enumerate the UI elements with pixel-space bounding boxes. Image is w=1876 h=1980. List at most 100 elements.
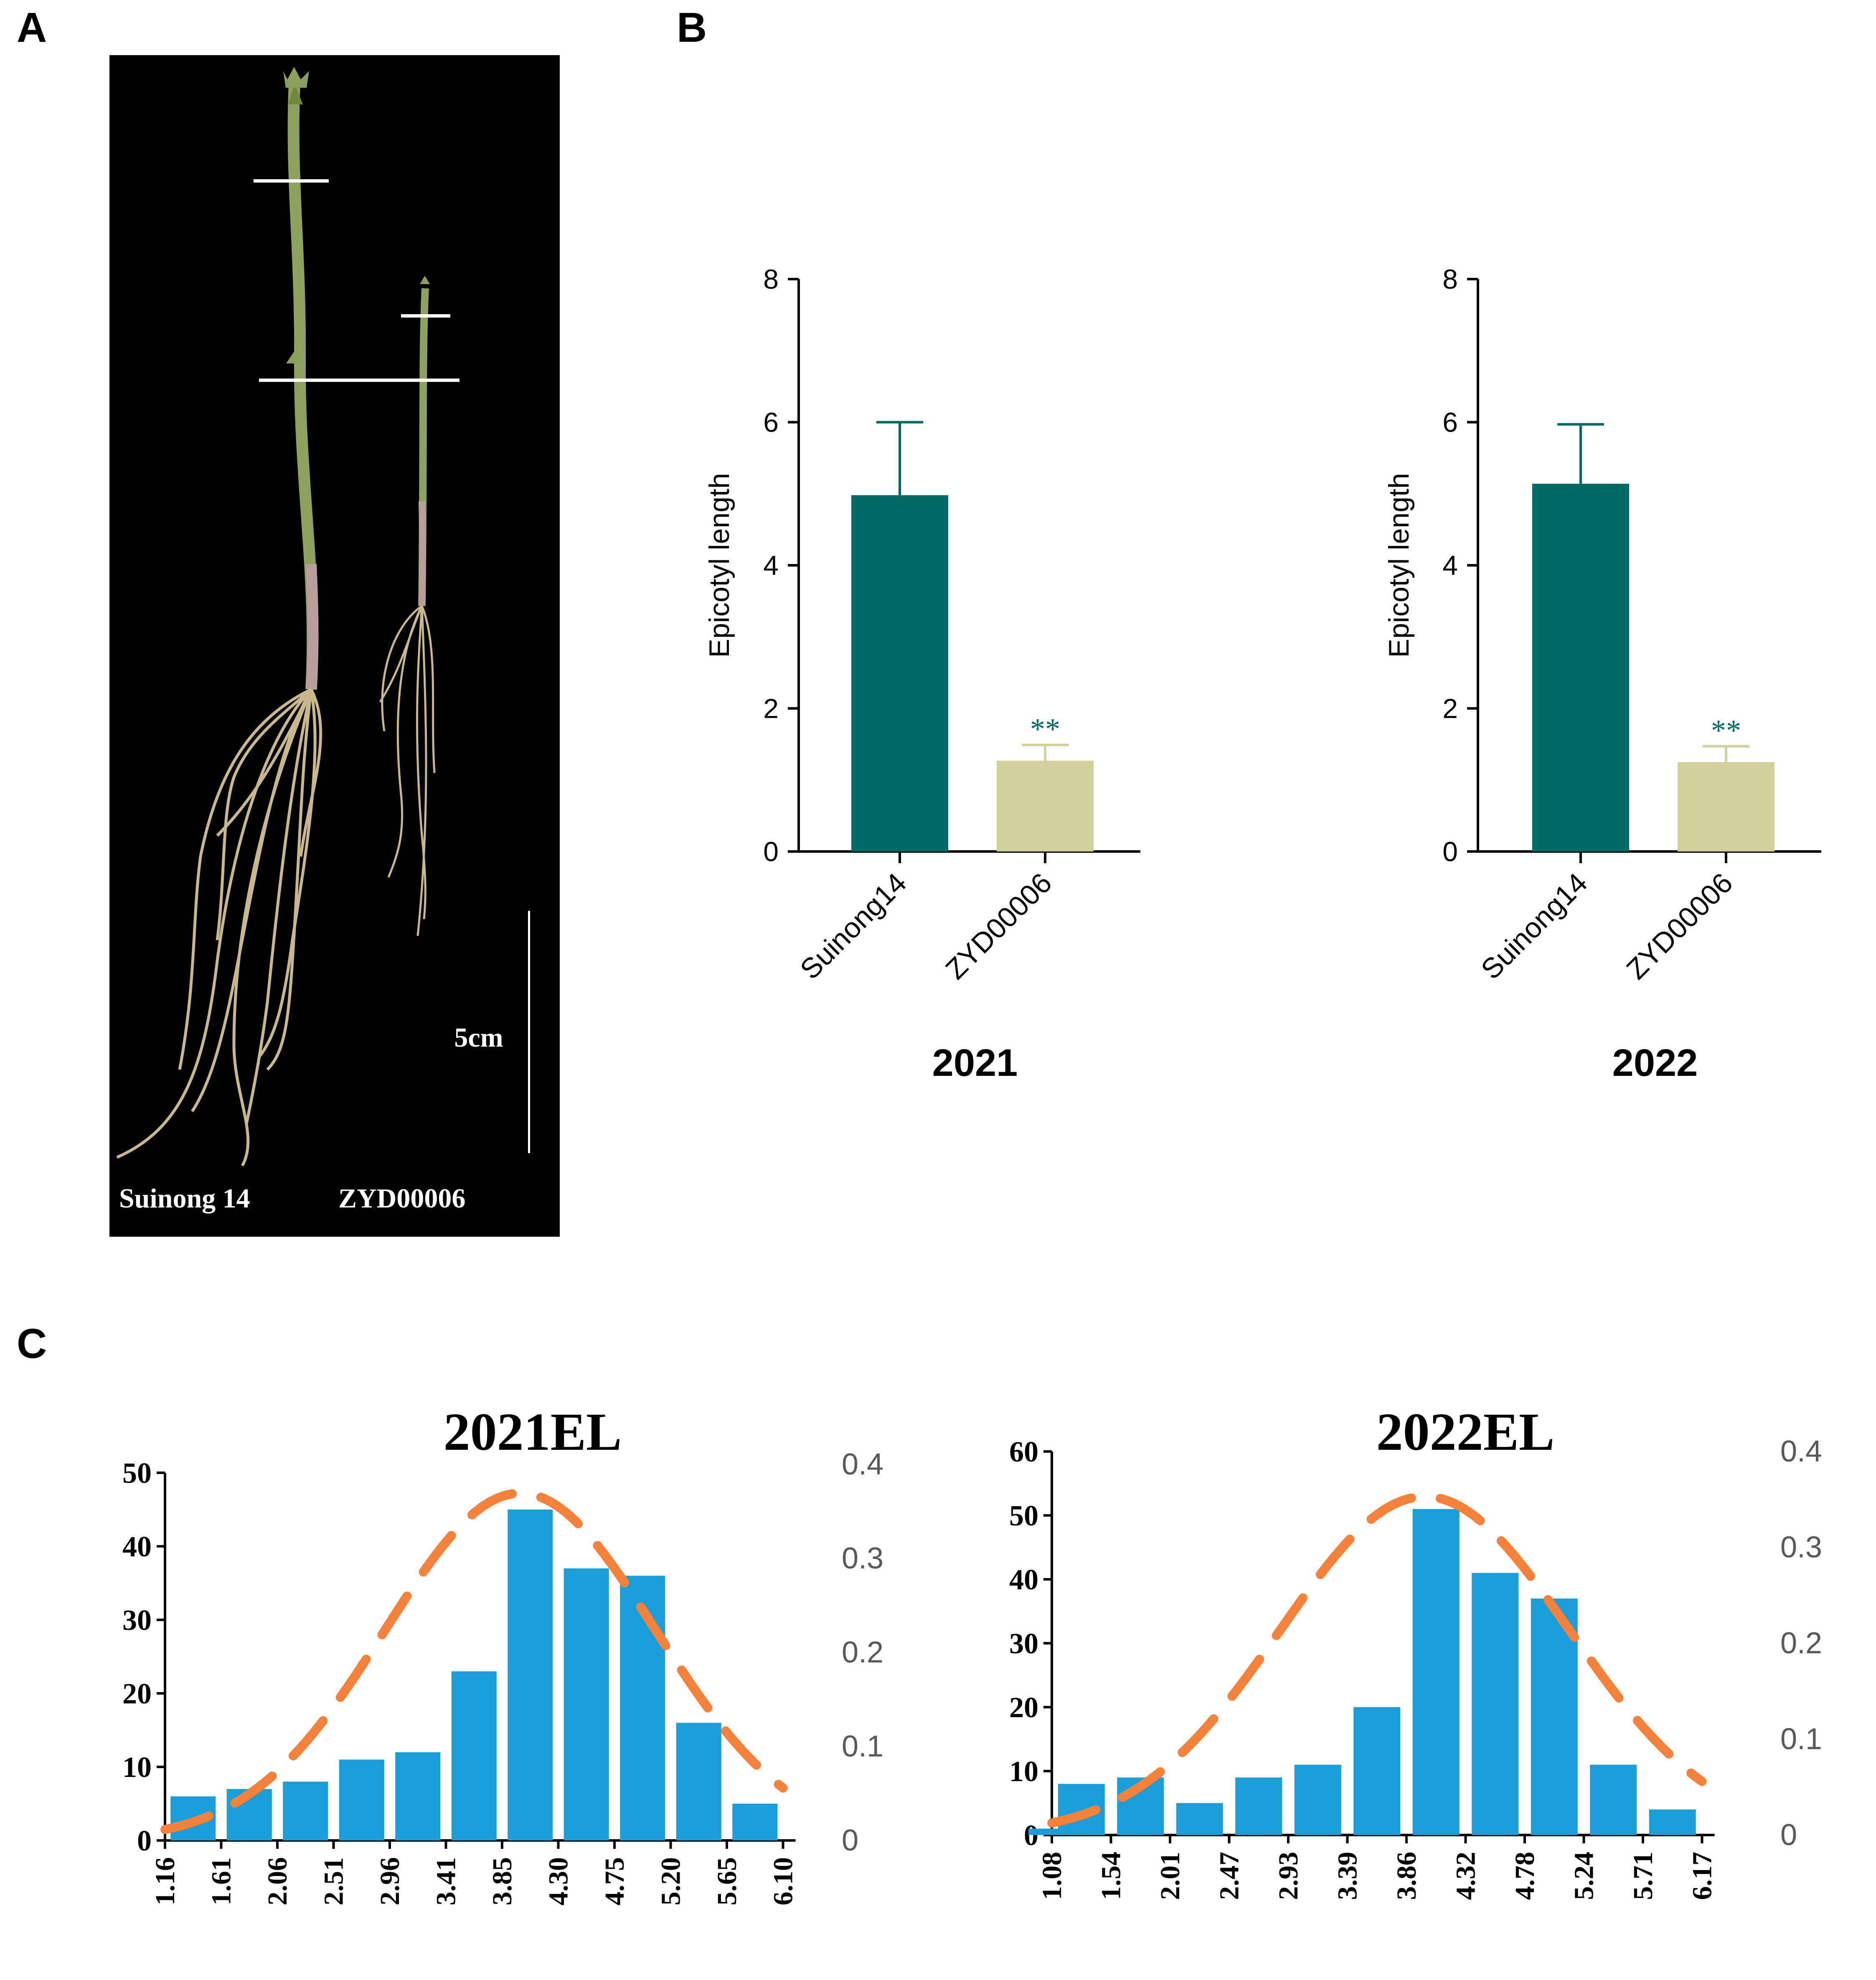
- y-tick-label: 0: [1024, 1820, 1038, 1852]
- seedling-photo: 5cm Suinong 14 ZYD00006: [109, 55, 560, 1237]
- y2-tick-label: 0: [842, 1824, 858, 1857]
- histogram-bar: [1294, 1764, 1341, 1835]
- x-tick-label: 6.10: [768, 1857, 799, 1906]
- histogram-bar: [283, 1782, 328, 1840]
- y-tick-label: 6: [763, 407, 779, 438]
- seedling-suinong14: [116, 67, 322, 1167]
- x-tick-label: 2.93: [1273, 1852, 1304, 1900]
- normal-distribution-curve: [1047, 1492, 1707, 1828]
- y-tick-label: 6: [1442, 407, 1458, 438]
- y2-tick-label: 0: [1780, 1818, 1797, 1852]
- histogram-bar: [1590, 1764, 1637, 1835]
- measure-line-top-left: [254, 179, 329, 183]
- y2-tick-label: 0.4: [842, 1448, 883, 1481]
- photo-label-zyd00006: ZYD00006: [338, 1183, 465, 1214]
- histogram-bar: [451, 1671, 497, 1840]
- histogram-bar: [732, 1804, 778, 1840]
- year-label: 2021: [932, 1042, 1018, 1084]
- x-tick-label: 6.17: [1687, 1852, 1718, 1900]
- y2-tick-label: 0.3: [842, 1542, 883, 1575]
- x-tick-label: 5.20: [656, 1857, 686, 1906]
- year-label: 2022: [1612, 1042, 1698, 1084]
- x-tick-label: 3.41: [431, 1857, 462, 1906]
- x-tick-label: 2.51: [319, 1857, 349, 1906]
- y-tick-label: 4: [763, 550, 779, 581]
- y-tick-label: 40: [1009, 1564, 1038, 1596]
- x-tick-label: 1.08: [1037, 1852, 1067, 1900]
- y-tick-label: 2: [1442, 693, 1458, 724]
- y-tick-label: 4: [1442, 550, 1458, 581]
- x-tick-label: 4.75: [599, 1857, 630, 1906]
- histogram-bar: [339, 1759, 384, 1840]
- x-tick-label: 1.61: [206, 1857, 237, 1906]
- photo-label-suinong14: Suinong 14: [119, 1183, 250, 1214]
- histogram-bar: [620, 1576, 665, 1840]
- panel-letter-c: C: [17, 1320, 47, 1367]
- y2-tick-label: 0.4: [1780, 1435, 1822, 1468]
- histogram-bar: [1412, 1509, 1460, 1835]
- histogram-bar: [395, 1752, 441, 1840]
- y-tick-label: 0: [763, 836, 779, 867]
- histogram-bar: [508, 1510, 553, 1840]
- x-tick-label: 2.47: [1214, 1852, 1245, 1900]
- y-tick-label: 40: [122, 1531, 152, 1563]
- x-tick-label: 5.24: [1569, 1852, 1599, 1900]
- x-tick-label: Suinong14: [1475, 867, 1594, 986]
- x-tick-label: 2.96: [375, 1857, 405, 1906]
- bar-zyd00006: [997, 760, 1094, 851]
- scale-bar: [528, 911, 530, 1153]
- histogram-2021: 2021EL 0 10 20 30 40 50 0 0.1 0.2 0.3 0.4 1.16 1.61 2.…: [122, 1402, 883, 1906]
- x-tick-label: 1.54: [1096, 1852, 1127, 1900]
- histogram-title: 2021EL: [444, 1402, 622, 1461]
- panel-letter-a: A: [17, 4, 47, 51]
- x-tick-label: 5.65: [712, 1857, 742, 1906]
- histogram-bar: [1235, 1777, 1282, 1835]
- photo-background: [109, 55, 560, 1237]
- x-tick-label: 4.78: [1510, 1852, 1540, 1900]
- y-tick-label: 0: [137, 1825, 152, 1857]
- significance-marker: **: [1030, 712, 1060, 746]
- x-tick-label: 2.01: [1155, 1852, 1186, 1900]
- histogram-bar: [1649, 1809, 1696, 1835]
- x-tick-label: 1.16: [150, 1857, 180, 1906]
- y-tick-label: 50: [122, 1457, 152, 1489]
- normal-distribution-curve: [160, 1488, 788, 1834]
- x-tick-label: 2.06: [262, 1857, 293, 1906]
- histogram-bar: [1176, 1803, 1223, 1835]
- y-tick-label: 20: [1009, 1692, 1038, 1724]
- panel-letter-b: B: [677, 4, 707, 51]
- bar-chart-2021: 0 2 4 6 8 Epicotyl length Suinong14 ** ZYD00006 2…: [703, 264, 1140, 1084]
- seedling-zyd00006: [379, 276, 436, 936]
- x-tick-label: 3.85: [487, 1857, 518, 1906]
- y2-tick-label: 0.1: [842, 1730, 883, 1763]
- y2-tick-label: 0.2: [842, 1636, 883, 1669]
- bar-suinong14: [1532, 483, 1629, 851]
- significance-marker: **: [1711, 714, 1741, 747]
- x-tick-label: ZYD00006: [939, 867, 1058, 986]
- y-axis-label: Epicotyl length: [703, 473, 735, 658]
- histogram-bar: [1472, 1573, 1519, 1835]
- y-tick-label: 30: [122, 1604, 152, 1637]
- y-tick-label: 60: [1009, 1436, 1038, 1468]
- y-tick-label: 8: [1442, 264, 1458, 295]
- x-tick-label: 4.32: [1451, 1852, 1481, 1900]
- histogram-bar: [564, 1568, 609, 1840]
- x-tick-label: 4.30: [543, 1857, 574, 1906]
- measure-line-top-right: [401, 314, 450, 318]
- x-tick-label: 3.39: [1333, 1852, 1363, 1900]
- x-tick-label: Suinong14: [794, 867, 913, 986]
- y-tick-label: 20: [122, 1678, 152, 1710]
- y-tick-label: 10: [1009, 1756, 1038, 1788]
- y2-tick-label: 0.3: [1780, 1531, 1822, 1564]
- y2-tick-label: 0.2: [1780, 1627, 1822, 1660]
- x-tick-label: 5.71: [1628, 1852, 1658, 1900]
- histogram-bar: [1353, 1707, 1401, 1835]
- y-tick-label: 50: [1009, 1500, 1038, 1532]
- bar-chart-2022: 0 2 4 6 8 Epicotyl length Suinong14 ** ZYD00006 2…: [1383, 264, 1821, 1084]
- histogram-title: 2022EL: [1376, 1402, 1555, 1461]
- bar-zyd00006: [1678, 762, 1774, 851]
- y-tick-label: 2: [763, 693, 779, 724]
- measure-line-base: [259, 379, 459, 382]
- y-tick-label: 0: [1442, 836, 1458, 867]
